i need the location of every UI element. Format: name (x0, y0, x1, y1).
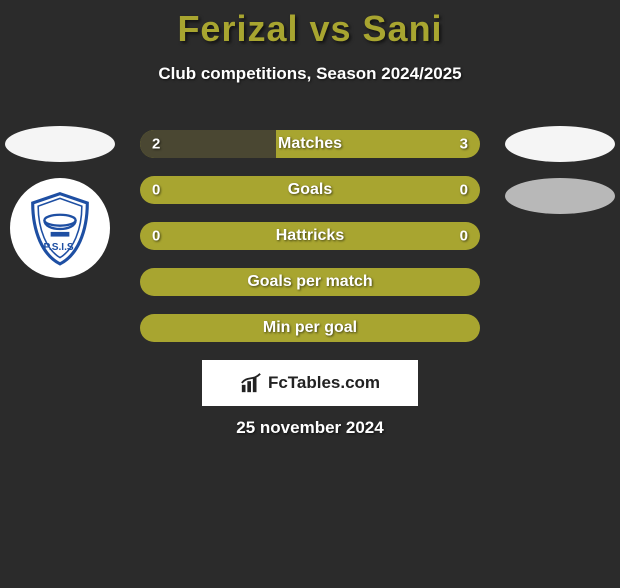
bar-value-left: 0 (152, 228, 160, 245)
stat-bar: 2 3 Matches (140, 130, 480, 158)
bar-label: Matches (278, 135, 342, 153)
stat-bar: Goals per match (140, 268, 480, 296)
bar-label: Min per goal (263, 319, 357, 337)
bar-value-right: 3 (460, 136, 468, 153)
bar-value-right: 0 (460, 228, 468, 245)
watermark-text: FcTables.com (268, 373, 380, 393)
placeholder-ellipse (505, 178, 615, 214)
placeholder-ellipse (505, 126, 615, 162)
date-text: 25 november 2024 (0, 418, 620, 438)
bar-value-left: 0 (152, 182, 160, 199)
bar-label: Goals per match (247, 273, 372, 291)
shield-icon: P.S.I.S. (21, 189, 99, 267)
left-column: P.S.I.S. (0, 126, 120, 278)
subtitle: Club competitions, Season 2024/2025 (0, 64, 620, 84)
bar-value-right: 0 (460, 182, 468, 199)
bar-left-segment (140, 130, 276, 158)
bar-value-left: 2 (152, 136, 160, 153)
svg-text:P.S.I.S.: P.S.I.S. (43, 242, 76, 253)
bar-label: Goals (288, 181, 332, 199)
bar-label: Hattricks (276, 227, 344, 245)
stat-bar: 0 0 Hattricks (140, 222, 480, 250)
page-title: Ferizal vs Sani (0, 8, 620, 50)
stat-bar: Min per goal (140, 314, 480, 342)
bar-chart-icon (240, 372, 262, 394)
club-badge-left: P.S.I.S. (10, 178, 110, 278)
stat-bar: 0 0 Goals (140, 176, 480, 204)
placeholder-ellipse (5, 126, 115, 162)
right-column (500, 126, 620, 230)
stat-bars: 2 3 Matches 0 0 Goals 0 0 Hattricks Goals per mat… (140, 130, 480, 360)
watermark: FcTables.com (202, 360, 418, 406)
